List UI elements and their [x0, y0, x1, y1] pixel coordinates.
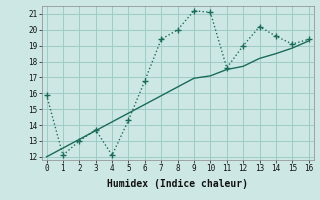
X-axis label: Humidex (Indice chaleur): Humidex (Indice chaleur) — [107, 179, 248, 189]
